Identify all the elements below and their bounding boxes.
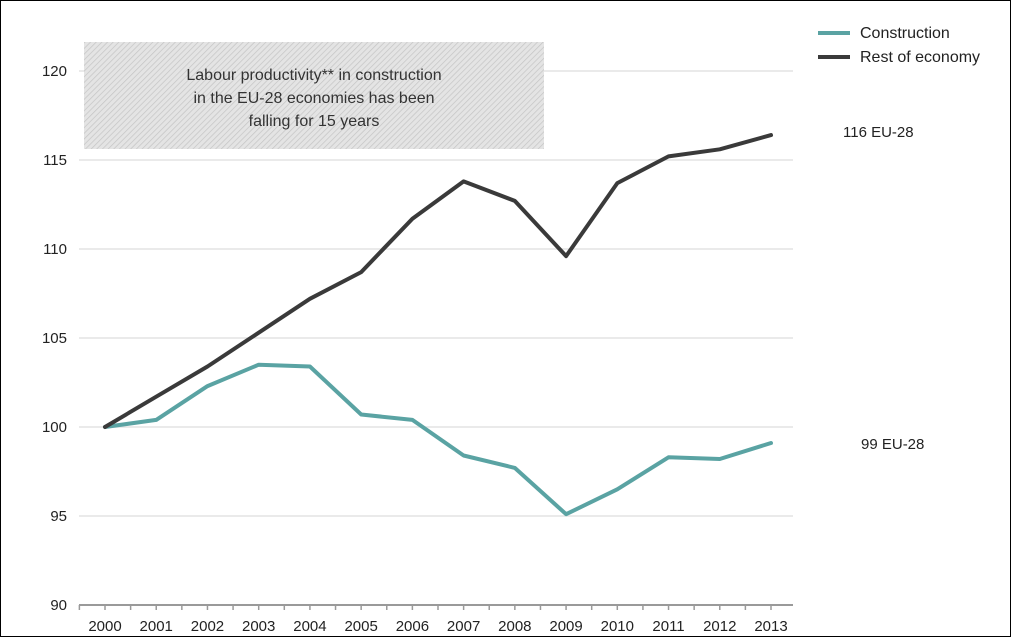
x-tick-label-2001: 2001 [140,618,173,635]
x-tick-label-2005: 2005 [344,618,377,635]
x-tick-label-2002: 2002 [191,618,224,635]
x-tick-label-2013: 2013 [754,618,787,635]
end-label-construction: 99 EU-28 [861,436,924,453]
x-tick-label-2009: 2009 [549,618,582,635]
x-tick-label-2006: 2006 [396,618,429,635]
x-tick-label-2000: 2000 [88,618,121,635]
y-tick-label-105: 105 [42,330,67,347]
annotation-line-2: in the EU-28 economies has been [193,90,434,107]
x-tick-label-2008: 2008 [498,618,531,635]
x-tick-label-2004: 2004 [293,618,326,635]
end-label-rest-of-economy: 116 EU-28 [843,124,914,141]
legend-label-construction: Construction [860,25,950,42]
y-tick-label-95: 95 [50,508,67,525]
y-tick-label-115: 115 [43,152,67,169]
x-tick-label-2011: 2011 [652,618,684,635]
x-tick-label-2010: 2010 [601,618,634,635]
series-line-rest-of-economy [103,133,773,429]
series-line-construction [103,362,773,517]
annotation-line-1: Labour productivity** in construction [186,67,441,84]
y-tick-label-120: 120 [42,63,67,80]
y-tick-label-90: 90 [50,597,67,614]
legend-label-rest-of-economy: Rest of economy [860,49,980,66]
y-tick-label-100: 100 [42,419,67,436]
x-tick-label-2012: 2012 [703,618,736,635]
annotation-box [84,42,544,149]
x-tick-label-2007: 2007 [447,618,480,635]
annotation-line-3: falling for 15 years [249,113,380,130]
y-tick-label-110: 110 [43,241,67,258]
x-tick-label-2003: 2003 [242,618,275,635]
